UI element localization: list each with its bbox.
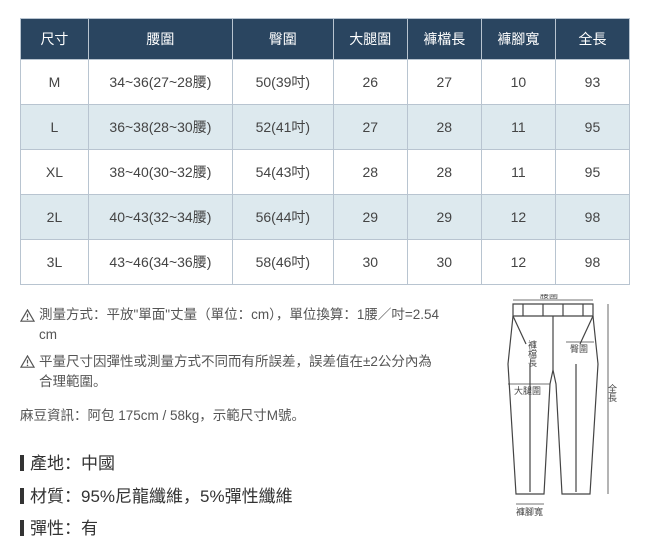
- note-measure: 測量方式：平放"單面"丈量（單位：cm），單位換算：1腰／吋=2.54 cm: [20, 305, 440, 346]
- cell: 30: [407, 240, 481, 285]
- bar-icon: [20, 520, 24, 536]
- cell: 56(44吋): [232, 195, 333, 240]
- cell: 12: [481, 195, 555, 240]
- diag-label-waist: 腰圍: [540, 294, 558, 300]
- cell: XL: [21, 150, 89, 195]
- cell: 52(41吋): [232, 105, 333, 150]
- cell: 93: [555, 60, 629, 105]
- spec-material-label: 材質：: [30, 487, 81, 506]
- spec-origin-label: 產地：: [30, 454, 81, 473]
- cell: L: [21, 105, 89, 150]
- th-crotch: 褲檔長: [407, 19, 481, 60]
- spec-origin-value: 中國: [81, 454, 115, 473]
- note-tolerance: 平量尺寸因彈性或測量方式不同而有所誤差，誤差值在±2公分內為合理範圍。: [20, 352, 440, 393]
- cell: 11: [481, 150, 555, 195]
- table-row: L 36~38(28~30腰) 52(41吋) 27 28 11 95: [21, 105, 630, 150]
- table-row: 2L 40~43(32~34腰) 56(44吋) 29 29 12 98: [21, 195, 630, 240]
- cell: 36~38(28~30腰): [88, 105, 232, 150]
- cell: 27: [407, 60, 481, 105]
- cell: 98: [555, 240, 629, 285]
- th-size: 尺寸: [21, 19, 89, 60]
- warning-icon: [20, 355, 35, 368]
- cell: 3L: [21, 240, 89, 285]
- cell: 38~40(30~32腰): [88, 150, 232, 195]
- th-cuff: 褲腳寬: [481, 19, 555, 60]
- bar-icon: [20, 488, 24, 504]
- cell: 26: [333, 60, 407, 105]
- cell: 28: [407, 105, 481, 150]
- cell: 50(39吋): [232, 60, 333, 105]
- warning-icon: [20, 308, 35, 321]
- cell: M: [21, 60, 89, 105]
- cell: 58(46吋): [232, 240, 333, 285]
- diag-label-length: 全長: [607, 383, 617, 403]
- size-table: 尺寸 腰圍 臀圍 大腿圍 褲檔長 褲腳寬 全長 M 34~36(27~28腰) …: [20, 18, 630, 285]
- note-measure-text: 測量方式：平放"單面"丈量（單位：cm），單位換算：1腰／吋=2.54 cm: [39, 305, 440, 346]
- cell: 43~46(34~36腰): [88, 240, 232, 285]
- table-row: 3L 43~46(34~36腰) 58(46吋) 30 30 12 98: [21, 240, 630, 285]
- cell: 29: [407, 195, 481, 240]
- cell: 10: [481, 60, 555, 105]
- table-row: XL 38~40(30~32腰) 54(43吋) 28 28 11 95: [21, 150, 630, 195]
- cell: 95: [555, 105, 629, 150]
- spec-elastic-label: 彈性：: [30, 519, 81, 538]
- diag-label-thigh: 大腿圍: [514, 385, 541, 396]
- diag-label-cuff: 褲腳寬: [516, 506, 543, 517]
- cell: 95: [555, 150, 629, 195]
- note-tolerance-text: 平量尺寸因彈性或測量方式不同而有所誤差，誤差值在±2公分內為合理範圍。: [39, 352, 440, 393]
- cell: 27: [333, 105, 407, 150]
- spec-elastic-value: 有: [81, 519, 98, 538]
- diag-label-hip: 臀圍: [570, 344, 588, 354]
- cell: 12: [481, 240, 555, 285]
- cell: 40~43(32~34腰): [88, 195, 232, 240]
- th-length: 全長: [555, 19, 629, 60]
- cell: 2L: [21, 195, 89, 240]
- bar-icon: [20, 455, 24, 471]
- cell: 11: [481, 105, 555, 150]
- cell: 28: [333, 150, 407, 195]
- spec-material-value: 95%尼龍纖維，5%彈性纖維: [81, 487, 293, 506]
- notes-block: 測量方式：平放"單面"丈量（單位：cm），單位換算：1腰／吋=2.54 cm 平…: [20, 305, 440, 426]
- th-hip: 臀圍: [232, 19, 333, 60]
- table-body: M 34~36(27~28腰) 50(39吋) 26 27 10 93 L 36…: [21, 60, 630, 285]
- table-header-row: 尺寸 腰圍 臀圍 大腿圍 褲檔長 褲腳寬 全長: [21, 19, 630, 60]
- th-waist: 腰圍: [88, 19, 232, 60]
- th-thigh: 大腿圍: [333, 19, 407, 60]
- note-model: 麻豆資訊：阿包 175cm / 58kg，示範尺寸M號。: [20, 406, 440, 426]
- cell: 98: [555, 195, 629, 240]
- pants-diagram: 腰圍 臀圍 褲檔長 大腿圍 褲腳寬 全長: [478, 294, 628, 520]
- cell: 28: [407, 150, 481, 195]
- cell: 34~36(27~28腰): [88, 60, 232, 105]
- table-row: M 34~36(27~28腰) 50(39吋) 26 27 10 93: [21, 60, 630, 105]
- diag-label-crotch: 褲檔長: [527, 339, 537, 368]
- cell: 29: [333, 195, 407, 240]
- cell: 30: [333, 240, 407, 285]
- cell: 54(43吋): [232, 150, 333, 195]
